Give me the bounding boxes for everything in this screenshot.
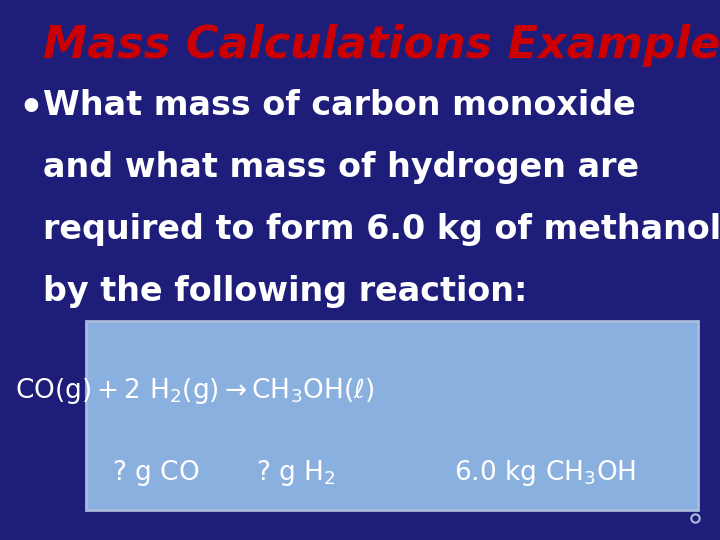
Text: $\mathrm{?\ g\ H_2}$: $\mathrm{?\ g\ H_2}$: [256, 457, 336, 488]
Text: What mass of carbon monoxide: What mass of carbon monoxide: [43, 89, 636, 122]
FancyBboxPatch shape: [86, 321, 698, 510]
Text: Mass Calculations Example 2: Mass Calculations Example 2: [43, 24, 720, 68]
Text: •: •: [18, 89, 43, 127]
Text: required to form 6.0 kg of methanol: required to form 6.0 kg of methanol: [43, 213, 720, 246]
Text: by the following reaction:: by the following reaction:: [43, 275, 528, 308]
Text: $\mathrm{6.0\ kg\ CH_3OH}$: $\mathrm{6.0\ kg\ CH_3OH}$: [454, 457, 636, 488]
Text: and what mass of hydrogen are: and what mass of hydrogen are: [43, 151, 639, 184]
Text: $\mathrm{CO(g) + 2\ H_2(g) \rightarrow CH_3OH(\ell)}$: $\mathrm{CO(g) + 2\ H_2(g) \rightarrow C…: [14, 376, 374, 407]
Text: $\mathrm{?\ g\ CO}$: $\mathrm{?\ g\ CO}$: [112, 457, 199, 488]
